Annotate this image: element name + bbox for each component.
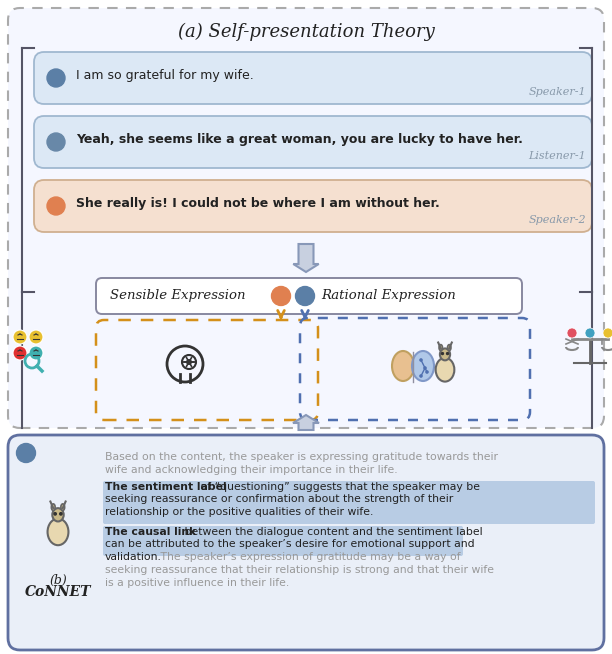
Text: Speaker-1: Speaker-1: [528, 87, 586, 97]
Circle shape: [425, 370, 429, 374]
Text: seeking reassurance that their relationship is strong and that their wife: seeking reassurance that their relations…: [105, 565, 494, 575]
Ellipse shape: [439, 345, 442, 351]
Circle shape: [585, 328, 595, 338]
Text: of “questioning” suggests that the speaker may be: of “questioning” suggests that the speak…: [197, 482, 480, 492]
FancyBboxPatch shape: [34, 52, 592, 104]
Circle shape: [603, 328, 612, 338]
Text: CoNNET: CoNNET: [24, 585, 91, 599]
Circle shape: [29, 346, 43, 360]
FancyBboxPatch shape: [96, 278, 522, 314]
Text: She really is! I could not be where I am without her.: She really is! I could not be where I am…: [76, 197, 440, 210]
Text: between the dialogue content and the sentiment label: between the dialogue content and the sen…: [181, 527, 483, 537]
Circle shape: [17, 443, 35, 462]
Circle shape: [424, 366, 427, 370]
Text: can be attributed to the speaker’s desire for emotional support and: can be attributed to the speaker’s desir…: [105, 539, 475, 549]
FancyBboxPatch shape: [34, 116, 592, 168]
Circle shape: [567, 328, 577, 338]
Ellipse shape: [52, 508, 64, 521]
FancyArrow shape: [293, 415, 319, 430]
Ellipse shape: [440, 349, 450, 360]
Text: The sentiment label: The sentiment label: [105, 482, 226, 492]
Text: (a) Self-presentation Theory: (a) Self-presentation Theory: [177, 23, 435, 41]
Text: seeking reassurance or confirmation about the strength of their: seeking reassurance or confirmation abou…: [105, 494, 453, 504]
Text: (b): (b): [49, 574, 67, 587]
Circle shape: [47, 197, 65, 215]
FancyBboxPatch shape: [8, 435, 604, 650]
Text: Rational Expression: Rational Expression: [321, 290, 456, 303]
Text: relationship or the positive qualities of their wife.: relationship or the positive qualities o…: [105, 507, 373, 517]
Ellipse shape: [436, 358, 454, 381]
Text: is a positive influence in their life.: is a positive influence in their life.: [105, 578, 289, 588]
Circle shape: [419, 358, 423, 362]
Circle shape: [186, 359, 192, 365]
Circle shape: [441, 352, 444, 355]
FancyBboxPatch shape: [8, 8, 604, 428]
Ellipse shape: [447, 345, 451, 351]
Text: The speaker’s expression of gratitude may be a way of: The speaker’s expression of gratitude ma…: [157, 552, 461, 562]
Text: Speaker-2: Speaker-2: [528, 215, 586, 225]
FancyBboxPatch shape: [34, 180, 592, 232]
Ellipse shape: [392, 351, 414, 381]
Text: Yeah, she seems like a great woman, you are lucky to have her.: Yeah, she seems like a great woman, you …: [76, 133, 523, 146]
Circle shape: [53, 512, 57, 516]
Circle shape: [446, 352, 449, 355]
FancyArrow shape: [293, 244, 319, 272]
Ellipse shape: [51, 504, 55, 511]
Circle shape: [47, 69, 65, 87]
Text: Based on the content, the speaker is expressing gratitude towards their: Based on the content, the speaker is exp…: [105, 452, 498, 462]
Ellipse shape: [412, 351, 434, 381]
Circle shape: [13, 330, 27, 344]
FancyBboxPatch shape: [103, 526, 463, 556]
Circle shape: [13, 346, 27, 360]
Circle shape: [47, 133, 65, 151]
Text: Sensible Expression: Sensible Expression: [110, 290, 245, 303]
Circle shape: [59, 512, 63, 516]
Text: Listener-1: Listener-1: [528, 151, 586, 161]
Circle shape: [272, 286, 291, 305]
Text: I am so grateful for my wife.: I am so grateful for my wife.: [76, 69, 254, 82]
Text: validation.: validation.: [105, 552, 162, 562]
Ellipse shape: [48, 519, 69, 545]
Circle shape: [296, 286, 315, 305]
Circle shape: [29, 330, 43, 344]
Text: wife and acknowledging their importance in their life.: wife and acknowledging their importance …: [105, 465, 398, 475]
Circle shape: [419, 374, 423, 378]
Text: The causal link: The causal link: [105, 527, 196, 537]
FancyBboxPatch shape: [103, 481, 595, 524]
Ellipse shape: [61, 504, 65, 511]
